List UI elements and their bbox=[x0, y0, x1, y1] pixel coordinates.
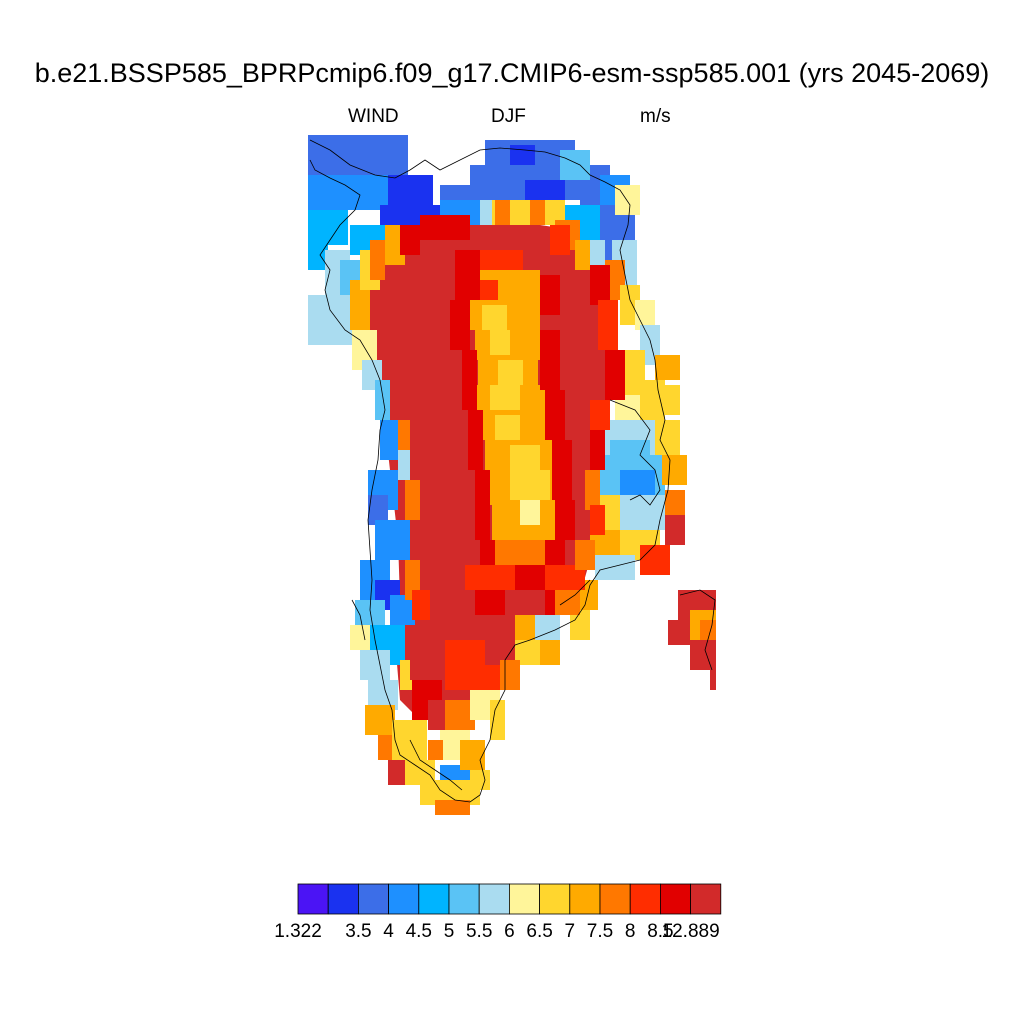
central-ridge bbox=[450, 250, 585, 615]
colorbar-swatch bbox=[448, 883, 480, 915]
iceland-patch bbox=[668, 590, 716, 690]
colorbar: 1.322 3.5 4 4.5 5 5.5 6 6.5 7 7.5 8 8.512.889 bbox=[274, 883, 722, 942]
colorbar-tick-label: 7 bbox=[565, 921, 576, 942]
colorbar-swatch bbox=[690, 883, 722, 915]
colorbar-tick-label: 5.5 bbox=[466, 921, 492, 942]
colorbar-swatch bbox=[569, 883, 601, 915]
colorbar-tick-label: 6.5 bbox=[526, 921, 552, 942]
colorbar-swatch bbox=[327, 883, 359, 915]
colorbar-swatch bbox=[297, 883, 329, 915]
colorbar-tick-label: 8 bbox=[625, 921, 636, 942]
variable-label: WIND bbox=[348, 106, 399, 127]
colorbar-tick-label: 7.5 bbox=[587, 921, 613, 942]
coastal-cells bbox=[308, 135, 687, 815]
colorbar-swatch bbox=[418, 883, 450, 915]
coastline bbox=[309, 139, 716, 803]
units-label: m/s bbox=[640, 106, 671, 127]
colorbar-tick-label: 5 bbox=[444, 921, 455, 942]
colorbar-swatch bbox=[539, 883, 571, 915]
colorbar-swatch bbox=[357, 883, 389, 915]
colorbar-tick-label: 3.5 bbox=[345, 921, 371, 942]
colorbar-tick-label: 6 bbox=[504, 921, 515, 942]
colorbar-swatch bbox=[660, 883, 692, 915]
map-title: b.e21.BSSP585_BPRPcmip6.f09_g17.CMIP6-es… bbox=[34, 58, 990, 88]
colorbar-swatch bbox=[599, 883, 631, 915]
colorbar-swatch bbox=[629, 883, 661, 915]
colorbar-swatch bbox=[388, 883, 420, 915]
colorbar-tick-label: 1.322 bbox=[274, 921, 322, 942]
colorbar-tick-label: 4.5 bbox=[406, 921, 432, 942]
season-label: DJF bbox=[491, 106, 526, 127]
colorbar-tick-label: 4 bbox=[383, 921, 394, 942]
colorbar-tick-label: 12.889 bbox=[662, 921, 720, 942]
colorbar-swatch bbox=[478, 883, 510, 915]
colorbar-tick-label: 8.5 bbox=[647, 921, 673, 942]
colorbar-swatch bbox=[508, 883, 540, 915]
